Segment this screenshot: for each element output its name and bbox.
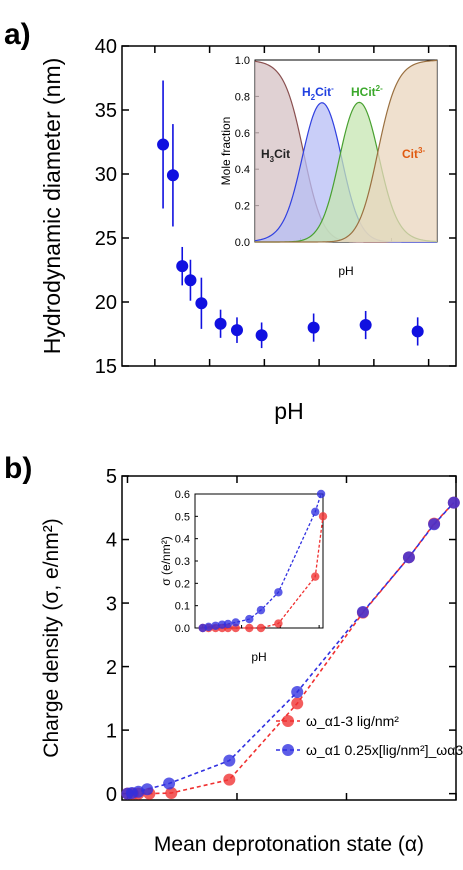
y-tick-label: 35 [95, 100, 117, 122]
data-point [256, 623, 266, 633]
data-point [176, 260, 189, 273]
species-line [255, 59, 438, 243]
data-point [256, 605, 266, 615]
data-point [318, 512, 328, 521]
legend-marker [282, 744, 294, 756]
legend: ω_α1-3 lig/nm² ω_α1 0.25x[lig/nm²]_ωα3 [276, 713, 463, 758]
x-axis-label: pH [338, 264, 353, 278]
y-tick-label: 2 [106, 657, 117, 679]
data-point [274, 588, 283, 597]
y-tick-label: 1.0 [235, 55, 250, 67]
data-point [141, 783, 154, 796]
y-tick-label: 15 [95, 356, 117, 378]
data-point [274, 619, 283, 628]
y-tick-label: 0.6 [175, 489, 190, 501]
data-point [356, 605, 369, 618]
x-axis-label: pH [274, 398, 303, 424]
data-point [359, 319, 372, 332]
data-point [195, 297, 208, 310]
y-tick-label: 20 [95, 292, 117, 314]
data-point [255, 329, 268, 342]
series-label: H3Cit [261, 147, 290, 164]
data-point [230, 324, 243, 337]
y-axis-label: Charge density (σ, e/nm²) [40, 518, 63, 757]
data-point [316, 489, 326, 499]
x-axis-label: Mean deprotonation state (α) [154, 833, 424, 856]
data-point [157, 138, 170, 151]
data-point [231, 618, 240, 627]
data-point [223, 619, 233, 629]
data-point [163, 777, 176, 790]
panel-a-label: a) [4, 18, 31, 51]
data-point [411, 325, 424, 338]
plot-frame [121, 475, 457, 801]
y-tick-label: 30 [95, 164, 117, 186]
data-point [204, 622, 213, 632]
data-point [311, 572, 320, 581]
data-point [307, 321, 320, 334]
data-point [402, 551, 415, 564]
legend-marker [282, 715, 294, 727]
y-tick-label: 1 [106, 720, 117, 742]
y-tick-label: 0.1 [175, 601, 190, 613]
data-point [211, 621, 220, 630]
y-tick-label: 4 [106, 530, 117, 552]
data-point [245, 623, 254, 633]
data-point [245, 614, 254, 624]
y-axis-label: Hydrodynamic diameter (nm) [39, 58, 65, 355]
data-point [291, 686, 304, 698]
data-point [311, 507, 320, 517]
x-axis-label: pH [251, 650, 266, 664]
data-point [184, 274, 197, 287]
legend-label: ω_α1-3 lig/nm² [306, 713, 399, 729]
y-tick-label: 0.3 [175, 556, 190, 568]
species-area [255, 60, 437, 243]
y-tick-label: 3 [106, 593, 117, 615]
plot-frame [121, 45, 457, 367]
data-point [165, 787, 178, 800]
data-point [428, 518, 441, 531]
y-tick-label: 5 [106, 466, 117, 488]
data-point [291, 697, 304, 710]
y-axis-label: σ (e/nm²) [159, 536, 173, 585]
data-point [223, 773, 236, 786]
series-label: HCit2- [351, 84, 383, 99]
data-point [214, 317, 227, 330]
y-tick-label: 0.4 [175, 534, 190, 546]
y-tick-label: 0.0 [235, 237, 250, 249]
data-point [447, 496, 460, 509]
panel-b-label: b) [4, 452, 32, 485]
y-tick-label: 0.2 [175, 578, 190, 590]
data-point [223, 754, 236, 767]
chart-b: 0 1 2 3 4 5 Mean deprotonation state (α) Charge… [40, 466, 463, 856]
chart-a: 15 20 25 30 35 40 pH Hydrodynamic diameter (nm) [39, 36, 457, 424]
series-label: H2Cit- [302, 84, 334, 102]
y-tick-label: 0.5 [175, 511, 190, 523]
y-tick-label: 25 [95, 228, 117, 250]
y-tick-label: 0.6 [235, 128, 250, 140]
y-tick-label: 0.8 [235, 91, 250, 103]
y-tick-label: 0 [106, 784, 117, 806]
y-tick-label: 0.4 [235, 164, 250, 176]
y-axis-label: Mole fraction [219, 117, 233, 186]
chart-a-inset: 0.0 0.2 0.4 0.6 0.8 1.0 pH Mole fraction H3Cit H2… [219, 55, 438, 278]
y-tick-label: 0.2 [235, 201, 250, 213]
data-point [166, 169, 179, 182]
legend-label: ω_α1 0.25x[lig/nm²]_ωα3 [306, 742, 463, 758]
series-label: Cit3- [402, 146, 425, 161]
chart-b-inset: 0.0 0.1 0.2 0.3 0.4 0.5 0.6 pH σ (e/nm²) [159, 489, 328, 664]
y-tick-label: 40 [95, 36, 117, 58]
y-tick-label: 0.0 [175, 623, 190, 635]
species-area [255, 102, 437, 242]
